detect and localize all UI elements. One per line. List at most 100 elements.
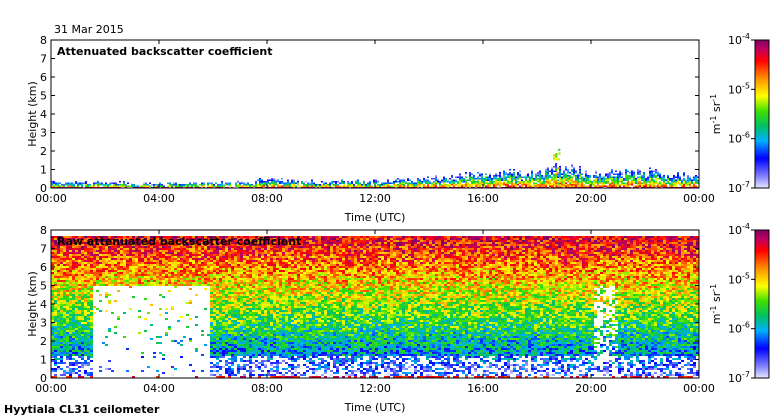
signal-cell xyxy=(231,346,234,348)
signal-cell xyxy=(210,264,213,266)
signal-cell xyxy=(87,338,90,340)
signal-cell xyxy=(177,252,180,254)
signal-cell xyxy=(57,330,60,332)
signal-cell xyxy=(72,346,75,348)
signal-cell xyxy=(673,184,675,186)
signal-cell xyxy=(246,236,249,238)
signal-cell xyxy=(549,179,551,181)
signal-cell xyxy=(451,179,453,181)
signal-cell xyxy=(653,184,655,186)
signal-cell xyxy=(559,175,561,177)
signal-cell xyxy=(527,185,529,187)
signal-cell xyxy=(78,302,81,304)
signal-cell xyxy=(559,170,561,172)
signal-cell xyxy=(57,274,60,276)
signal-cell xyxy=(78,278,81,280)
signal-cell xyxy=(533,178,535,180)
signal-cell xyxy=(81,276,84,278)
signal-cell xyxy=(84,346,87,348)
signal-cell xyxy=(159,185,161,187)
signal-cell xyxy=(129,240,132,242)
signal-cell xyxy=(53,181,55,183)
signal-cell xyxy=(81,336,84,338)
signal-cell xyxy=(195,184,197,186)
signal-cell xyxy=(123,262,126,264)
signal-cell xyxy=(261,181,263,183)
signal-cell xyxy=(162,266,165,268)
signal-cell xyxy=(623,185,625,187)
signal-cell xyxy=(417,185,419,187)
signal-cell xyxy=(265,184,267,186)
signal-cell xyxy=(461,179,463,181)
signal-cell xyxy=(135,242,138,244)
signal-cell xyxy=(132,252,135,254)
signal-cell xyxy=(234,252,237,254)
signal-cell xyxy=(255,240,258,242)
signal-cell xyxy=(84,246,87,248)
signal-cell xyxy=(363,181,365,183)
signal-cell xyxy=(665,182,667,184)
signal-cell xyxy=(558,167,561,170)
signal-cell xyxy=(689,184,691,186)
signal-cell xyxy=(59,182,61,184)
signal-cell xyxy=(228,260,231,262)
signal-cell xyxy=(66,332,69,334)
signal-cell xyxy=(75,298,78,300)
signal-cell xyxy=(219,248,222,250)
signal-cell xyxy=(129,262,132,264)
signal-cell xyxy=(150,262,153,264)
signal-cell xyxy=(216,296,219,298)
signal-cell xyxy=(132,280,135,282)
signal-cell xyxy=(60,336,63,338)
signal-cell xyxy=(243,250,246,252)
signal-cell xyxy=(240,288,243,290)
signal-cell xyxy=(219,292,222,294)
signal-cell xyxy=(213,306,216,308)
signal-cell xyxy=(144,242,147,244)
signal-cell xyxy=(273,184,275,186)
signal-cell xyxy=(577,176,579,178)
signal-cell xyxy=(511,179,513,181)
signal-cell xyxy=(60,272,63,274)
signal-cell xyxy=(607,181,609,183)
signal-cell xyxy=(72,320,75,322)
signal-cell xyxy=(165,332,168,334)
signal-cell xyxy=(489,184,491,186)
signal-cell xyxy=(111,260,114,262)
signal-cell xyxy=(246,338,249,340)
signal-cell xyxy=(225,320,228,322)
signal-cell xyxy=(129,244,132,246)
signal-cell xyxy=(231,266,234,268)
signal-cell xyxy=(511,173,513,175)
signal-cell xyxy=(515,182,517,184)
signal-cell xyxy=(210,276,213,278)
signal-cell xyxy=(252,336,255,338)
signal-cell xyxy=(605,173,607,175)
signal-cell xyxy=(132,244,135,246)
signal-cell xyxy=(120,260,123,262)
signal-cell xyxy=(54,298,57,300)
signal-cell xyxy=(135,272,138,274)
signal-cell xyxy=(180,270,183,272)
signal-cell xyxy=(90,350,93,352)
signal-cell xyxy=(87,302,90,304)
signal-cell xyxy=(503,176,505,178)
signal-cell xyxy=(219,318,222,320)
signal-cell xyxy=(377,181,379,183)
signal-cell xyxy=(75,306,78,308)
signal-cell xyxy=(297,181,299,183)
signal-cell xyxy=(63,238,66,240)
signal-cell xyxy=(619,181,621,183)
signal-cell xyxy=(473,182,475,184)
signal-cell xyxy=(285,185,287,187)
signal-cell xyxy=(595,181,597,183)
signal-cell xyxy=(611,172,613,174)
signal-cell xyxy=(222,352,225,354)
signal-cell xyxy=(99,182,101,184)
signal-cell xyxy=(443,184,445,186)
signal-cell xyxy=(599,176,601,178)
signal-cell xyxy=(579,182,581,184)
signal-cell xyxy=(51,324,54,326)
signal-cell xyxy=(153,238,156,240)
signal-cell xyxy=(237,316,240,318)
